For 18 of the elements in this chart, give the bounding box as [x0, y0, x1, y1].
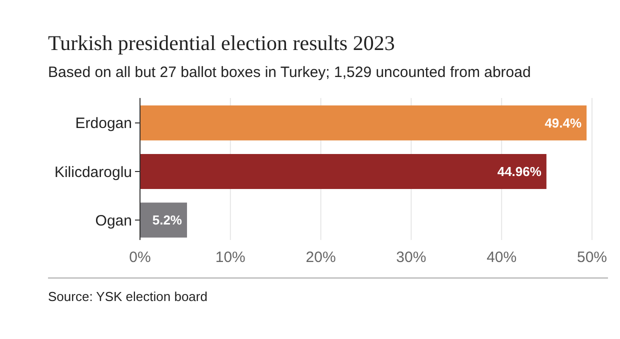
chart-title: Turkish presidential election results 2023	[48, 31, 395, 55]
data-label: 5.2%	[152, 212, 182, 228]
x-tick-label: 30%	[396, 249, 426, 266]
x-tick-label: 10%	[215, 249, 246, 266]
data-label: 49.4%	[544, 115, 582, 130]
bar	[140, 105, 587, 140]
bar	[140, 154, 546, 189]
y-tick-label: Erdogan	[75, 115, 132, 132]
source-note: Source: YSK election board	[48, 289, 208, 304]
y-tick-label: Ogan	[95, 212, 132, 230]
x-tick-label: 20%	[306, 249, 336, 266]
y-tick-label: Kilicdaroglu	[54, 164, 132, 181]
x-tick-label: 0%	[129, 249, 151, 266]
bar	[140, 202, 188, 238]
x-tick-label: 50%	[576, 249, 608, 266]
chart-subtitle: Based on all but 27 ballot boxes in Turkey; 1,529 uncounted from abroad	[48, 64, 531, 81]
data-label: 44.96%	[497, 164, 542, 180]
x-tick-label: 40%	[486, 249, 517, 266]
